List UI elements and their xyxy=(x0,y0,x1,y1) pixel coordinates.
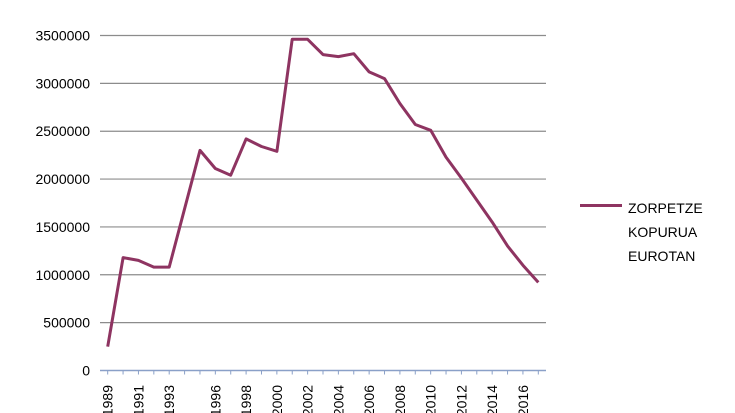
y-tick-label: 3500000 xyxy=(35,28,90,44)
y-tick-label: 3000000 xyxy=(35,75,90,91)
x-tick-label: 2004 xyxy=(330,385,346,413)
y-tick-label: 2500000 xyxy=(35,123,90,139)
y-tick-label: 2000000 xyxy=(35,171,90,187)
x-tick-label: 2012 xyxy=(453,385,469,413)
x-tick-label: 2010 xyxy=(423,385,439,413)
x-tick-label: 2016 xyxy=(515,385,531,413)
y-tick-label: 1000000 xyxy=(35,267,90,283)
x-tick-label: 1991 xyxy=(130,385,146,413)
gridlines xyxy=(100,34,546,324)
series-line xyxy=(106,37,540,347)
y-axis-tick-labels: 0 500000 1000000 1500000 2000000 2500000 30000… xyxy=(35,28,90,379)
y-tick-label: 1500000 xyxy=(35,219,90,235)
y-tick-label: 0 xyxy=(82,363,90,379)
x-axis xyxy=(100,369,546,375)
legend-swatch xyxy=(580,204,622,207)
legend-label: ZORPETZE KOPURUA EUROTAN xyxy=(628,200,703,264)
x-tick-label: 2002 xyxy=(300,385,316,413)
x-tick-label: 2008 xyxy=(392,385,408,413)
x-tick-label: 2000 xyxy=(269,385,285,413)
x-axis-tick-labels: 1989 1991 1993 1996 1998 2000 2002 2004 2006 2008… xyxy=(100,385,531,413)
x-tick-label: 2006 xyxy=(361,385,377,413)
x-tick-label: 2014 xyxy=(484,385,500,413)
x-tick-label: 1998 xyxy=(238,385,254,413)
x-tick-label: 1989 xyxy=(100,385,116,413)
legend: ZORPETZE KOPURUA EUROTAN xyxy=(580,196,723,268)
x-tick-label: 1993 xyxy=(161,385,177,413)
series-lines xyxy=(106,37,540,347)
x-tick-label: 1996 xyxy=(207,385,223,413)
y-tick-label: 500000 xyxy=(43,315,90,331)
